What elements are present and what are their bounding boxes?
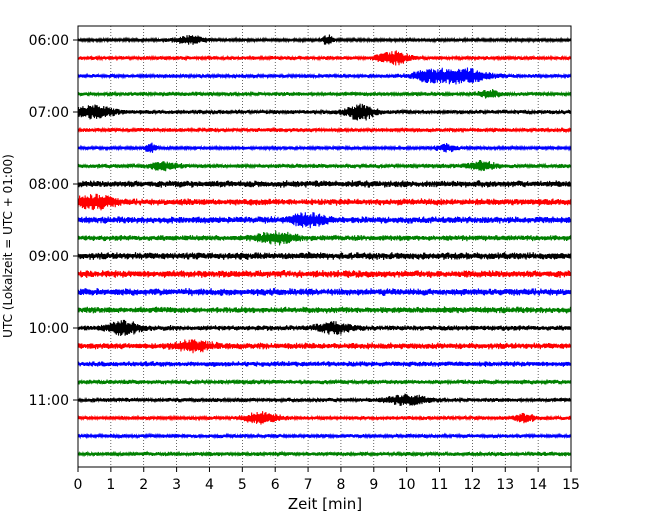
trace-0830 (77, 212, 572, 229)
trace-0700 (77, 103, 572, 121)
trace-1145 (77, 450, 572, 458)
seismic-traces (77, 34, 572, 458)
x-axis-ticks: 0 1 2 3 4 5 6 7 8 9 10 11 12 13 14 15 (74, 467, 580, 493)
x-tick-label: 8 (336, 477, 345, 493)
trace-0900 (77, 252, 572, 261)
x-tick-label: 9 (369, 477, 378, 493)
x-tick-label: 4 (205, 477, 214, 493)
trace-1000 (77, 319, 572, 336)
x-tick-label: 12 (463, 477, 481, 493)
trace-0600 (77, 34, 572, 45)
x-tick-label: 15 (562, 477, 580, 493)
trace-1015 (77, 339, 572, 354)
trace-0815 (77, 193, 572, 211)
y-tick-label: 11:00 (29, 393, 69, 409)
trace-0915 (77, 270, 572, 279)
trace-1130 (77, 432, 572, 440)
x-tick-label: 5 (238, 477, 247, 493)
y-tick-label: 09:00 (29, 249, 69, 265)
trace-0930 (77, 288, 572, 297)
trace-1115 (77, 411, 572, 425)
trace-0845 (77, 230, 572, 246)
trace-1100 (77, 393, 572, 406)
trace-0730 (77, 142, 572, 153)
x-tick-label: 6 (271, 477, 280, 493)
x-axis-label: Zeit [min] (288, 495, 362, 513)
y-tick-label: 06:00 (29, 33, 69, 49)
trace-0645 (77, 88, 572, 99)
y-axis-ticks: 06:00 07:00 08:00 09:00 10:00 11:00 (29, 33, 78, 409)
x-tick-label: 13 (496, 477, 514, 493)
y-tick-label: 08:00 (29, 177, 69, 193)
x-tick-label: 14 (529, 477, 547, 493)
trace-0630 (77, 67, 572, 85)
x-tick-label: 3 (172, 477, 181, 493)
trace-0715 (77, 126, 572, 134)
y-tick-label: 07:00 (29, 105, 69, 121)
y-axis-label: UTC (Lokalzeit = UTC + 01:00) (1, 154, 15, 338)
x-tick-label: 7 (304, 477, 313, 493)
plot-frame (77, 25, 572, 468)
trace-0800 (77, 180, 572, 188)
x-tick-label: 2 (139, 477, 148, 493)
trace-0745 (77, 159, 572, 172)
trace-1045 (77, 378, 572, 386)
y-tick-label: 10:00 (29, 321, 69, 337)
trace-0615 (77, 50, 572, 66)
x-tick-label: 11 (431, 477, 449, 493)
x-tick-label: 10 (398, 477, 416, 493)
x-tick-label: 1 (106, 477, 115, 493)
trace-1030 (77, 360, 572, 368)
x-tick-label: 0 (74, 477, 83, 493)
trace-0945 (77, 306, 572, 314)
